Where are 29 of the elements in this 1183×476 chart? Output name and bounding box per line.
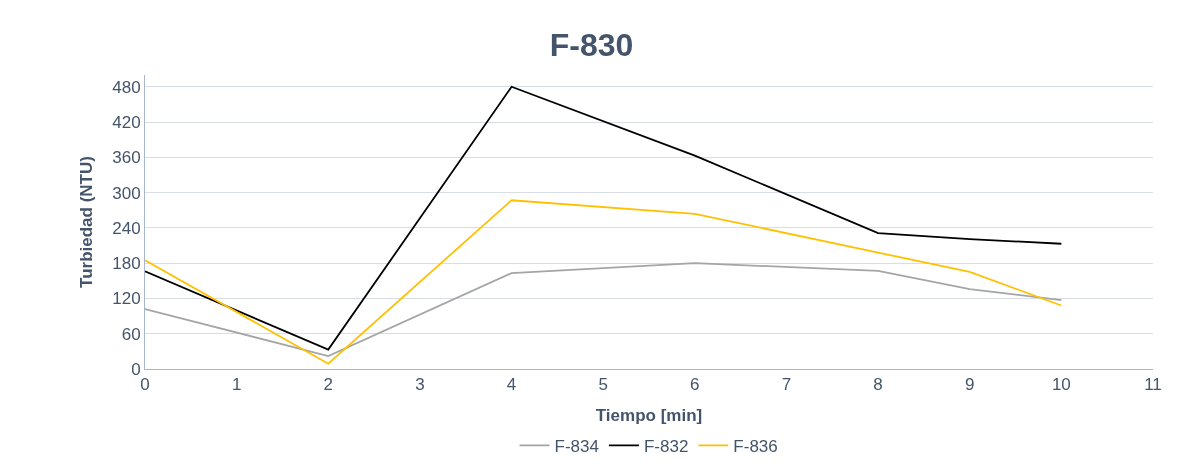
- y-tick-label: 300: [112, 183, 141, 203]
- y-tick-label: 180: [112, 254, 141, 274]
- y-tick-label: 360: [112, 148, 141, 168]
- chart-title: F-830: [549, 26, 634, 63]
- legend-label: F-832: [643, 436, 689, 456]
- x-tick-label: 5: [598, 375, 608, 395]
- line-series: [145, 199, 1063, 365]
- legend-label: F-834: [554, 436, 599, 456]
- y-tick-label: 120: [112, 289, 141, 309]
- line-series: [145, 262, 1063, 357]
- x-tick-label: 6: [690, 375, 700, 395]
- x-tick-label: 7: [781, 375, 792, 395]
- x-tick-label: 10: [1051, 375, 1071, 395]
- x-tick-label: 8: [873, 375, 883, 395]
- y-tick-label: 0: [131, 359, 141, 379]
- legend-label: F-836: [733, 436, 778, 456]
- y-tick-label: 480: [112, 77, 141, 97]
- x-tick-label: 9: [965, 375, 975, 395]
- y-axis-title: Turbiedad (NTU): [76, 156, 96, 288]
- y-tick-label: 240: [112, 218, 141, 238]
- x-axis-title: Tiempo [min]: [595, 405, 703, 425]
- y-tick-label: 60: [121, 324, 141, 344]
- x-tick-label: 1: [231, 375, 242, 395]
- y-tick-label: 420: [112, 112, 141, 132]
- x-tick-label: 11: [1144, 375, 1162, 395]
- x-tick-label: 2: [323, 375, 333, 395]
- x-tick-label: 4: [506, 375, 517, 395]
- x-tick-label: 3: [415, 375, 425, 395]
- line-series: [145, 85, 1063, 351]
